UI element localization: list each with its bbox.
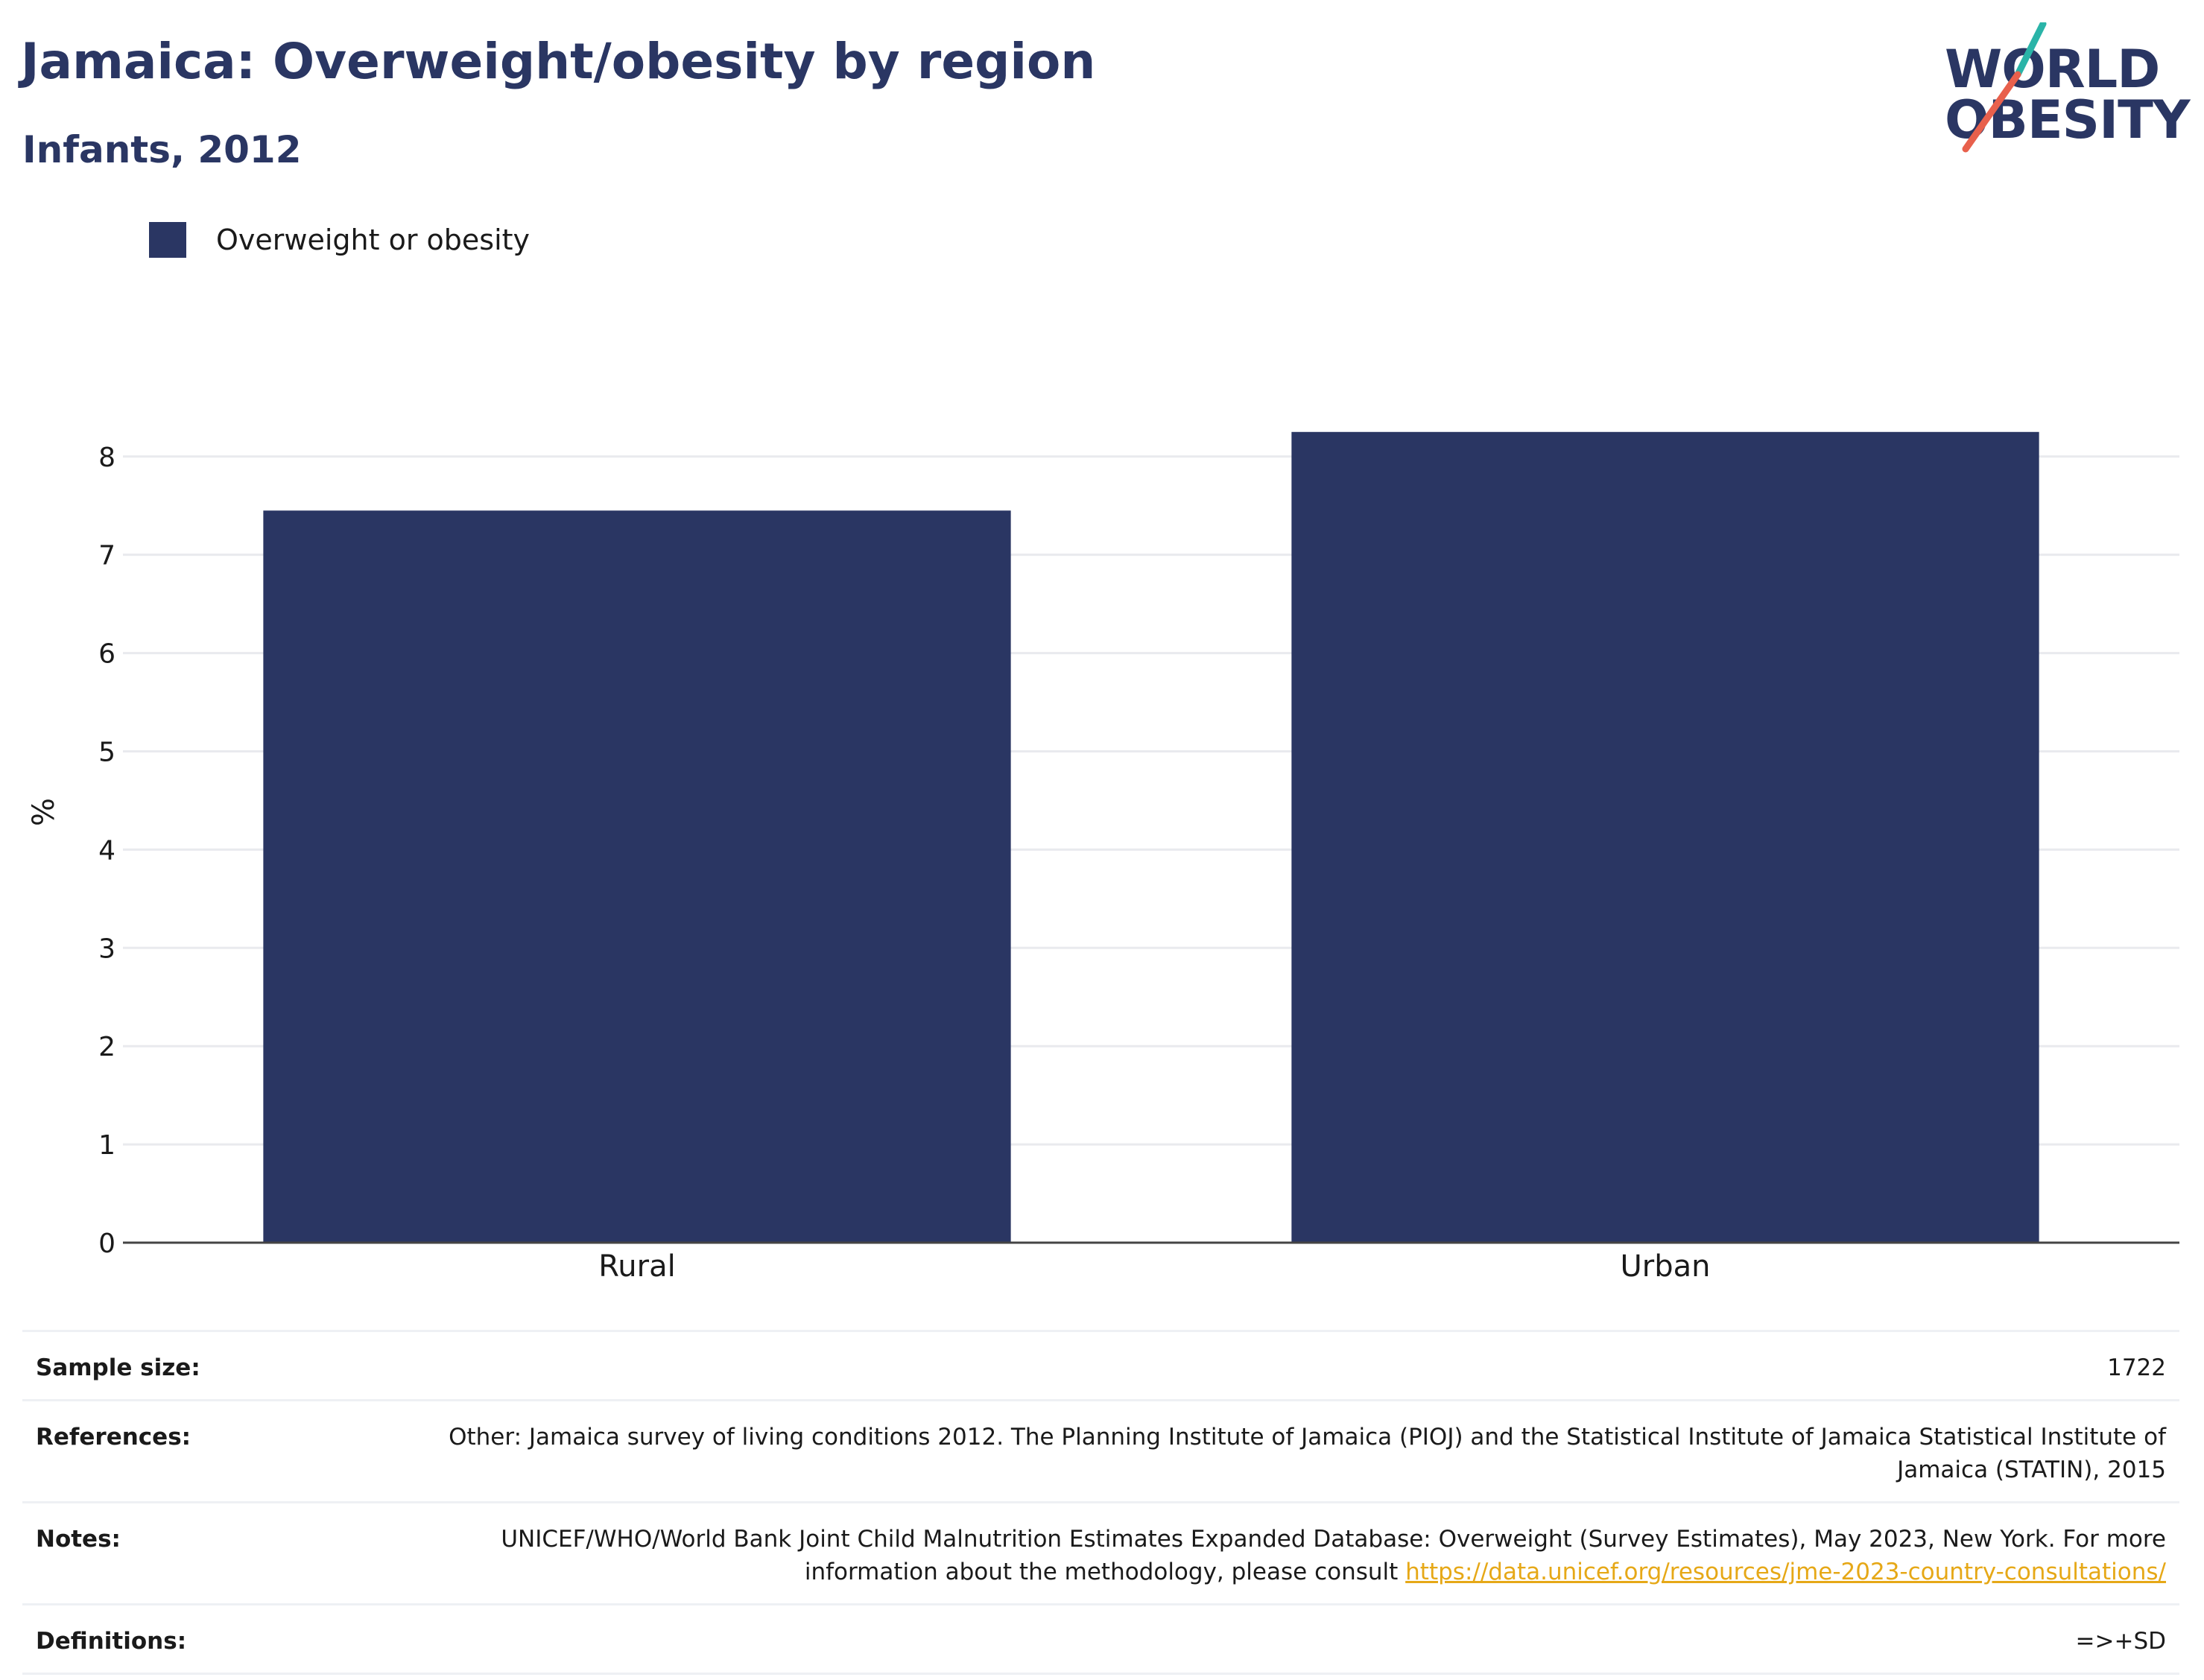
sample-size-label: Sample size: (36, 1354, 200, 1381)
definitions-value: =>+SD (2075, 1628, 2166, 1655)
info-row-definitions: Definitions: =>+SD (22, 1605, 2179, 1675)
logo-line-1: WORLD (1945, 39, 2160, 100)
notes-value-container: UNICEF/WHO/World Bank Joint Child Malnut… (415, 1523, 2166, 1588)
bar-chart: 0 1 2 3 4 5 6 7 8 Rural Urban% (27, 431, 2179, 1284)
y-tick-label: 7 (98, 541, 115, 571)
references-value: Other: Jamaica survey of living conditio… (449, 1424, 2166, 1483)
info-row-notes: Notes: UNICEF/WHO/World Bank Joint Child… (22, 1503, 2179, 1605)
sample-size-value: 1722 (2107, 1354, 2166, 1381)
world-obesity-logo: WORLD OBESITY (1945, 22, 2191, 156)
info-table: Sample size: 1722 References: Other: Jam… (22, 1330, 2179, 1675)
y-tick-label: 6 (98, 639, 115, 670)
x-tick-label: Urban (1621, 1249, 1711, 1284)
y-tick-label: 5 (98, 737, 115, 767)
chart-title: Jamaica: Overweight/obesity by region (21, 33, 1096, 90)
y-tick-label: 1 (98, 1130, 115, 1161)
logo-slash-icon (1962, 22, 2047, 153)
y-tick-label: 3 (98, 933, 115, 964)
chart-legend: Overweight or obesity (149, 222, 530, 258)
y-tick-label: 8 (98, 443, 115, 473)
notes-value: UNICEF/WHO/World Bank Joint Child Malnut… (501, 1526, 2166, 1585)
y-tick-label: 2 (98, 1032, 115, 1062)
y-tick-label: 4 (98, 835, 115, 866)
definitions-label: Definitions: (36, 1628, 187, 1655)
notes-link[interactable]: https://data.unicef.org/resources/jme-20… (1405, 1559, 2166, 1585)
bar (1291, 431, 2039, 1243)
references-label: References: (36, 1424, 191, 1451)
bar (263, 510, 1011, 1243)
legend-label: Overweight or obesity (216, 224, 531, 256)
info-row-references: References: Other: Jamaica survey of liv… (22, 1401, 2179, 1503)
y-axis-label: % (27, 798, 61, 826)
x-tick-label: Rural (598, 1249, 675, 1284)
info-row-sample-size: Sample size: 1722 (22, 1332, 2179, 1401)
chart-subtitle: Infants, 2012 (22, 128, 302, 171)
notes-label: Notes: (36, 1526, 121, 1553)
legend-swatch (149, 222, 186, 258)
y-tick-label: 0 (98, 1229, 115, 1259)
